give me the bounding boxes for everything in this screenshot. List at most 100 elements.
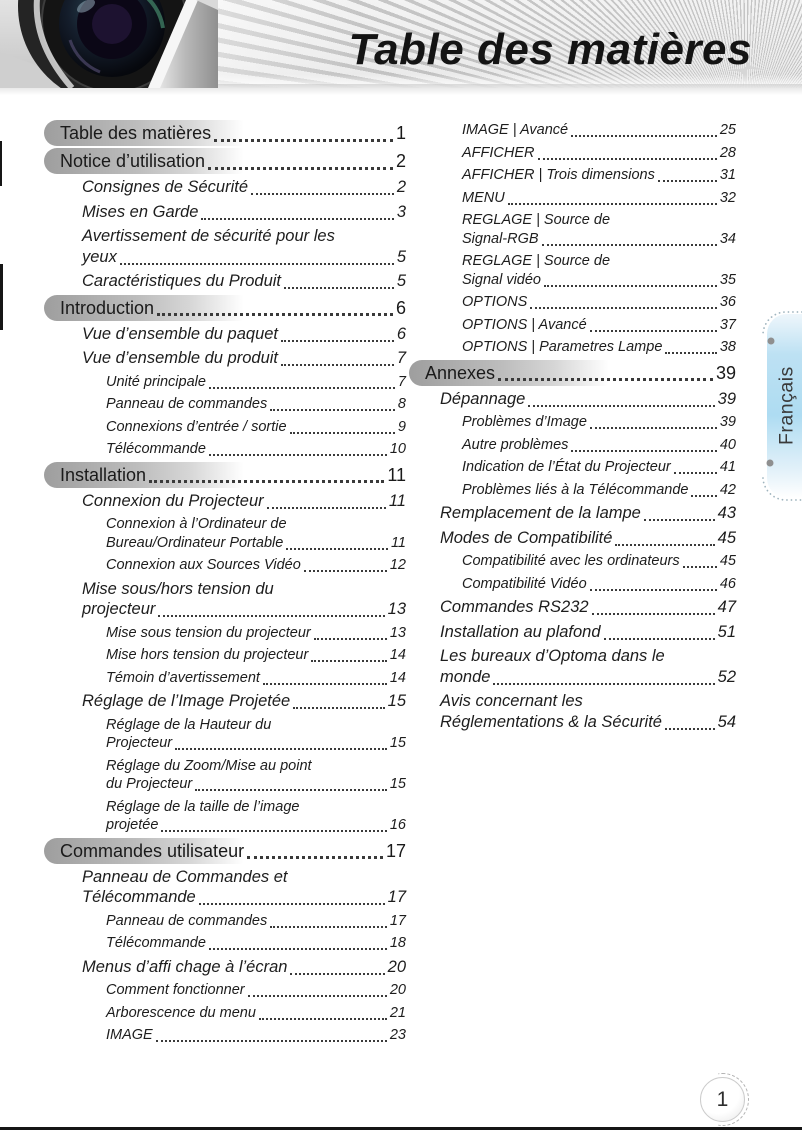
toc-entry-page: 14 bbox=[389, 669, 406, 686]
toc-entry-label: Arborescence du menu bbox=[106, 1004, 256, 1021]
toc-entry: Modes de Compatibilité 45 bbox=[425, 528, 736, 549]
toc-entry: Vue d’ensemble du produit 7 bbox=[60, 348, 406, 369]
header-underline bbox=[0, 84, 802, 95]
tab-dot-top bbox=[767, 337, 775, 345]
toc-entry-page: 37 bbox=[719, 316, 736, 333]
toc-entry-page: 43 bbox=[717, 504, 736, 522]
toc-entry: Télécommande 10 bbox=[60, 440, 406, 459]
dot-leader bbox=[591, 613, 715, 615]
toc-entry-label: Remplacement de la lampe bbox=[440, 504, 641, 522]
toc-entry: Installation au plafond 51 bbox=[425, 622, 736, 643]
toc-entry: Panneau de Commandes et Télécommande 17 bbox=[60, 867, 406, 908]
page-number-badge: 1 bbox=[700, 1077, 745, 1122]
toc-entry: Annexes 39 bbox=[425, 361, 736, 385]
dot-leader bbox=[201, 217, 394, 220]
language-tab-label: Français bbox=[775, 366, 798, 446]
page-title: Table des matières bbox=[348, 25, 752, 74]
toc-entry-label: MENU bbox=[462, 189, 505, 206]
toc-entry-page: 40 bbox=[719, 436, 736, 453]
toc-entry: Compatibilité avec les ordinateurs 45 bbox=[425, 552, 736, 571]
toc-entry-page: 1 bbox=[395, 123, 406, 143]
toc-entry-label: Compatibilité Vidéo bbox=[462, 575, 587, 592]
toc-entry-label: Télécommande bbox=[106, 441, 206, 457]
toc-entry-label: Installation au plafond bbox=[440, 622, 601, 641]
dot-leader bbox=[537, 157, 717, 160]
toc-entry-page: 51 bbox=[717, 622, 736, 641]
toc-entry: Témoin d’avertissement 14 bbox=[60, 669, 406, 688]
toc-entry-label: Annexes bbox=[425, 362, 496, 383]
dot-leader bbox=[665, 352, 717, 354]
toc-entry-label: Panneau de Commandes et bbox=[82, 867, 288, 886]
toc-entry-label: REGLAGE | Source de bbox=[462, 212, 611, 228]
dot-leader bbox=[664, 727, 715, 730]
toc-entry-label: Indication de l’État du Projecteur bbox=[462, 459, 671, 475]
toc-entry: IMAGE 23 bbox=[60, 1026, 406, 1045]
toc-entry-page: 36 bbox=[719, 294, 736, 310]
toc-entry: Indication de l’État du Projecteur 41 bbox=[425, 458, 736, 477]
toc-entry: Mise sous/hors tension du projecteur 13 bbox=[60, 579, 406, 620]
dot-leader bbox=[266, 506, 386, 509]
dot-leader bbox=[270, 925, 387, 928]
toc-entry-label: yeux bbox=[82, 247, 117, 266]
toc-entry: Comment fonctionner 20 bbox=[60, 981, 406, 1000]
toc-entry: Notice d’utilisation 2 bbox=[60, 149, 406, 173]
toc-entry-label: Connexion aux Sources Vidéo bbox=[106, 557, 301, 573]
toc-entry-label: Mises en Garde bbox=[82, 202, 199, 221]
dot-leader bbox=[682, 566, 717, 568]
toc-entry-page: 31 bbox=[719, 167, 736, 183]
toc-entry-label: Télécommande bbox=[82, 888, 196, 906]
toc-entry-label: monde bbox=[440, 667, 491, 686]
toc-entry-page: 20 bbox=[387, 957, 406, 976]
dot-leader bbox=[284, 287, 394, 289]
dot-leader bbox=[615, 543, 715, 546]
toc-entry-page: 28 bbox=[719, 144, 736, 161]
toc-entry-page: 54 bbox=[717, 712, 736, 731]
toc-entry-label: Caractéristiques du Produit bbox=[82, 272, 282, 290]
dot-leader bbox=[158, 615, 385, 617]
toc-entry: IMAGE | Avancé 25 bbox=[425, 121, 736, 140]
toc-entry-label: Consignes de Sécurité bbox=[82, 178, 249, 196]
toc-entry: AFFICHER | Trois dimensions 31 bbox=[425, 166, 736, 185]
dot-leader bbox=[258, 1017, 387, 1020]
toc-entry-page: 17 bbox=[389, 912, 406, 929]
toc-entry-page: 17 bbox=[385, 840, 406, 861]
toc-entry: Réglage de la Hauteur du Projecteur 15 bbox=[60, 716, 406, 753]
page-edge-mark bbox=[0, 264, 3, 330]
toc-entry-page: 7 bbox=[397, 373, 406, 390]
toc-entry-page: 6 bbox=[396, 324, 406, 343]
toc-entry-page: 45 bbox=[717, 528, 736, 547]
toc-entry-label: projetée bbox=[106, 817, 159, 833]
toc-entry: MENU 32 bbox=[425, 189, 736, 208]
toc-entry-label: Signal vidéo bbox=[462, 271, 541, 288]
toc-entry-label: projecteur bbox=[82, 600, 156, 618]
toc-entry-page: 11 bbox=[390, 534, 406, 551]
toc-entry-label: Mise sous/hors tension du bbox=[82, 579, 274, 598]
dot-leader bbox=[247, 995, 387, 997]
toc-entry: Compatibilité Vidéo 46 bbox=[425, 575, 736, 594]
toc-entry-label: Notice d’utilisation bbox=[60, 151, 206, 171]
toc-entry: Consignes de Sécurité 2 bbox=[60, 177, 406, 198]
toc-entry-page: 42 bbox=[719, 481, 736, 498]
toc-entry-page: 6 bbox=[395, 297, 406, 318]
toc-entry-page: 15 bbox=[389, 735, 406, 751]
dot-leader bbox=[281, 364, 394, 366]
dot-leader bbox=[155, 1040, 387, 1042]
dot-leader bbox=[270, 409, 395, 411]
dot-leader bbox=[262, 682, 387, 685]
toc-entry-label: OPTIONS bbox=[462, 294, 528, 310]
dot-leader bbox=[286, 547, 388, 550]
toc-entry: Avertissement de sécurité pour les yeux 5 bbox=[60, 226, 406, 267]
dot-leader bbox=[208, 386, 395, 389]
toc-entry-label: Autre problèmes bbox=[462, 436, 569, 453]
toc-entry-page: 47 bbox=[717, 598, 736, 616]
toc-entry-label: Introduction bbox=[60, 297, 155, 318]
toc-entry-label: Connexions d’entrée / sortie bbox=[106, 418, 287, 435]
toc-entry: Panneau de commandes 8 bbox=[60, 395, 406, 414]
toc-entry-page: 15 bbox=[389, 776, 406, 792]
toc-entry-page: 45 bbox=[719, 553, 736, 569]
toc-entry-label: Mise sous tension du projecteur bbox=[106, 624, 311, 641]
language-tab-shape bbox=[762, 311, 802, 501]
toc-entry-page: 34 bbox=[719, 230, 736, 247]
toc-entry-page: 14 bbox=[389, 647, 406, 663]
toc-entry-label: Réglementations & la Sécurité bbox=[440, 712, 662, 731]
